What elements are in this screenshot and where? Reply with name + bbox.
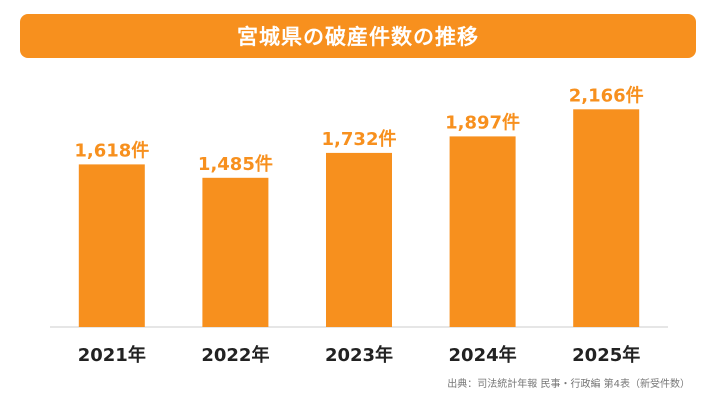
bar (573, 109, 640, 327)
data-label: 1,618件 (74, 139, 149, 161)
x-tick-label: 2021年 (78, 344, 146, 366)
x-tick-label: 2023年 (325, 344, 393, 366)
chart-title-banner: 宮城県の破産件数の推移 (20, 14, 696, 58)
data-label: 2,166件 (569, 84, 644, 106)
bar (78, 164, 145, 327)
bar (202, 177, 269, 327)
x-tick-label: 2024年 (449, 344, 517, 366)
x-tick-label: 2022年 (201, 344, 269, 366)
data-label: 1,897件 (445, 111, 520, 133)
x-tick-label: 2025年 (572, 344, 640, 366)
data-label: 1,485件 (198, 153, 273, 175)
data-label: 1,732件 (322, 128, 397, 150)
bar (326, 152, 392, 327)
bar (449, 136, 516, 327)
chart-title: 宮城県の破産件数の推移 (237, 25, 479, 49)
source-note: 出典：司法統計年報 民事・行政編 第4表（新受件数） (447, 379, 690, 390)
